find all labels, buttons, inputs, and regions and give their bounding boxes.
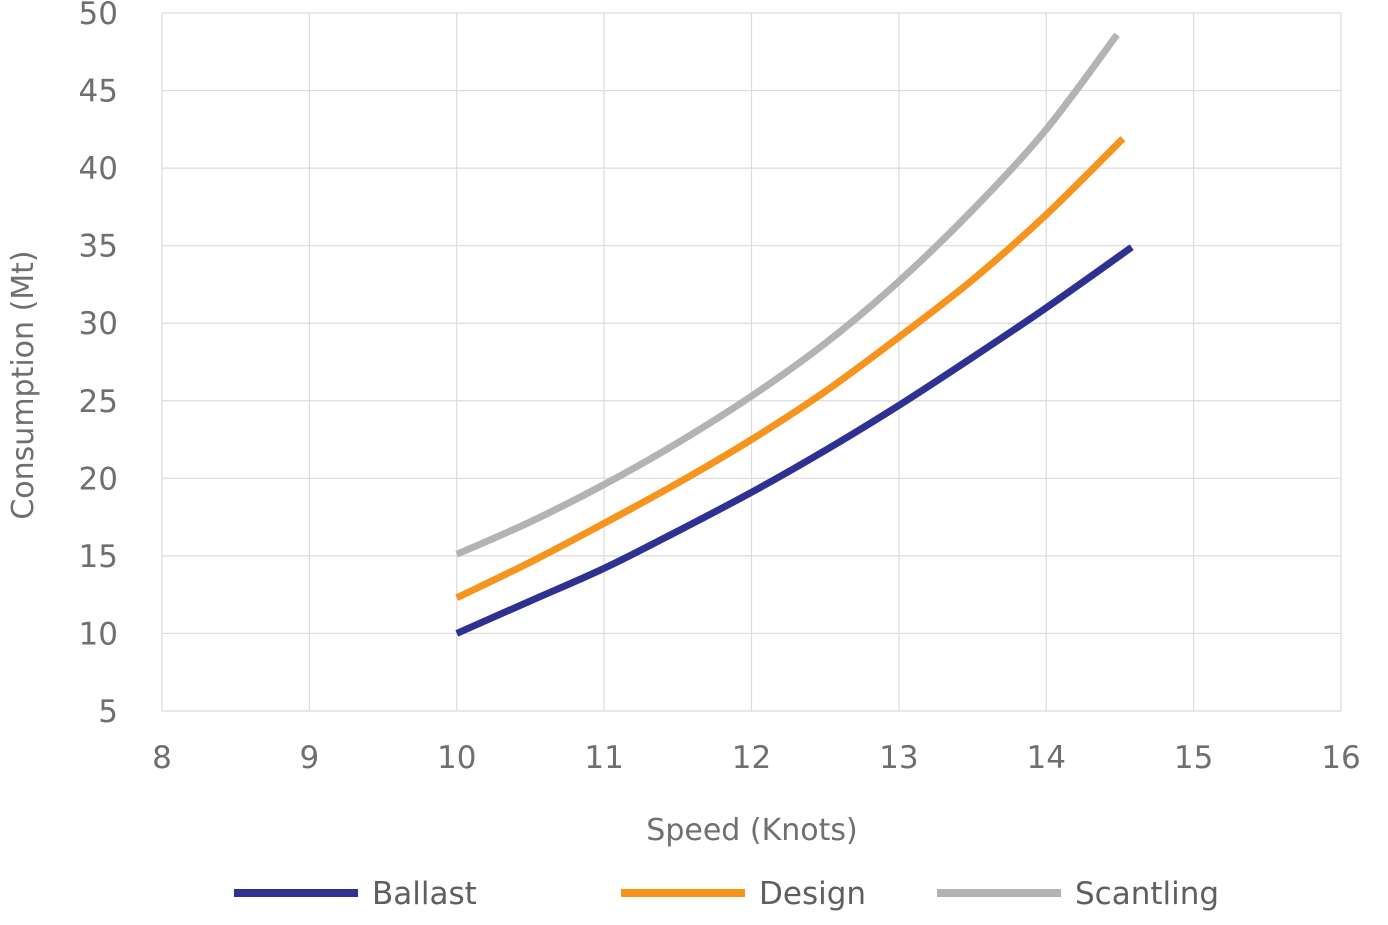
- series-line-scantling: [455, 32, 1120, 558]
- y-tick-label: 25: [79, 384, 118, 420]
- x-axis-title: Speed (Knots): [646, 813, 857, 848]
- legend-label-design: Design: [759, 876, 866, 912]
- y-tick-label: 5: [98, 694, 118, 730]
- y-tick-label: 30: [79, 306, 118, 342]
- x-tick-label: 14: [1027, 740, 1066, 776]
- legend-label-scantling: Scantling: [1075, 876, 1219, 912]
- x-tick-label: 13: [879, 740, 918, 776]
- legend-label-ballast: Ballast: [372, 876, 477, 912]
- x-tick-label: 16: [1321, 740, 1360, 776]
- x-tick-label: 9: [300, 740, 320, 776]
- x-tick-label: 10: [437, 740, 476, 776]
- y-tick-label: 40: [79, 151, 118, 187]
- chart-series: [455, 32, 1134, 637]
- y-axis-ticks: 5 10 15 20 25 30 35 40 45 50: [79, 0, 118, 730]
- y-tick-label: 35: [79, 229, 118, 265]
- y-tick-label: 45: [79, 74, 118, 110]
- x-tick-label: 8: [152, 740, 172, 776]
- y-tick-label: 50: [79, 0, 118, 32]
- chart-grid: [161, 12, 1342, 712]
- series-line-ballast: [455, 244, 1134, 637]
- x-tick-label: 15: [1174, 740, 1213, 776]
- y-tick-label: 10: [79, 616, 118, 652]
- y-axis-title: Consumption (Mt): [6, 250, 41, 519]
- x-tick-label: 11: [584, 740, 623, 776]
- series-line-design: [455, 136, 1126, 601]
- x-tick-label: 12: [732, 740, 771, 776]
- chart-legend: Ballast Design Scantling: [234, 876, 1219, 912]
- x-axis-ticks: 8 9 10 11 12 13 14 15 16: [152, 740, 1361, 776]
- y-tick-label: 15: [79, 539, 118, 575]
- y-tick-label: 20: [79, 461, 118, 497]
